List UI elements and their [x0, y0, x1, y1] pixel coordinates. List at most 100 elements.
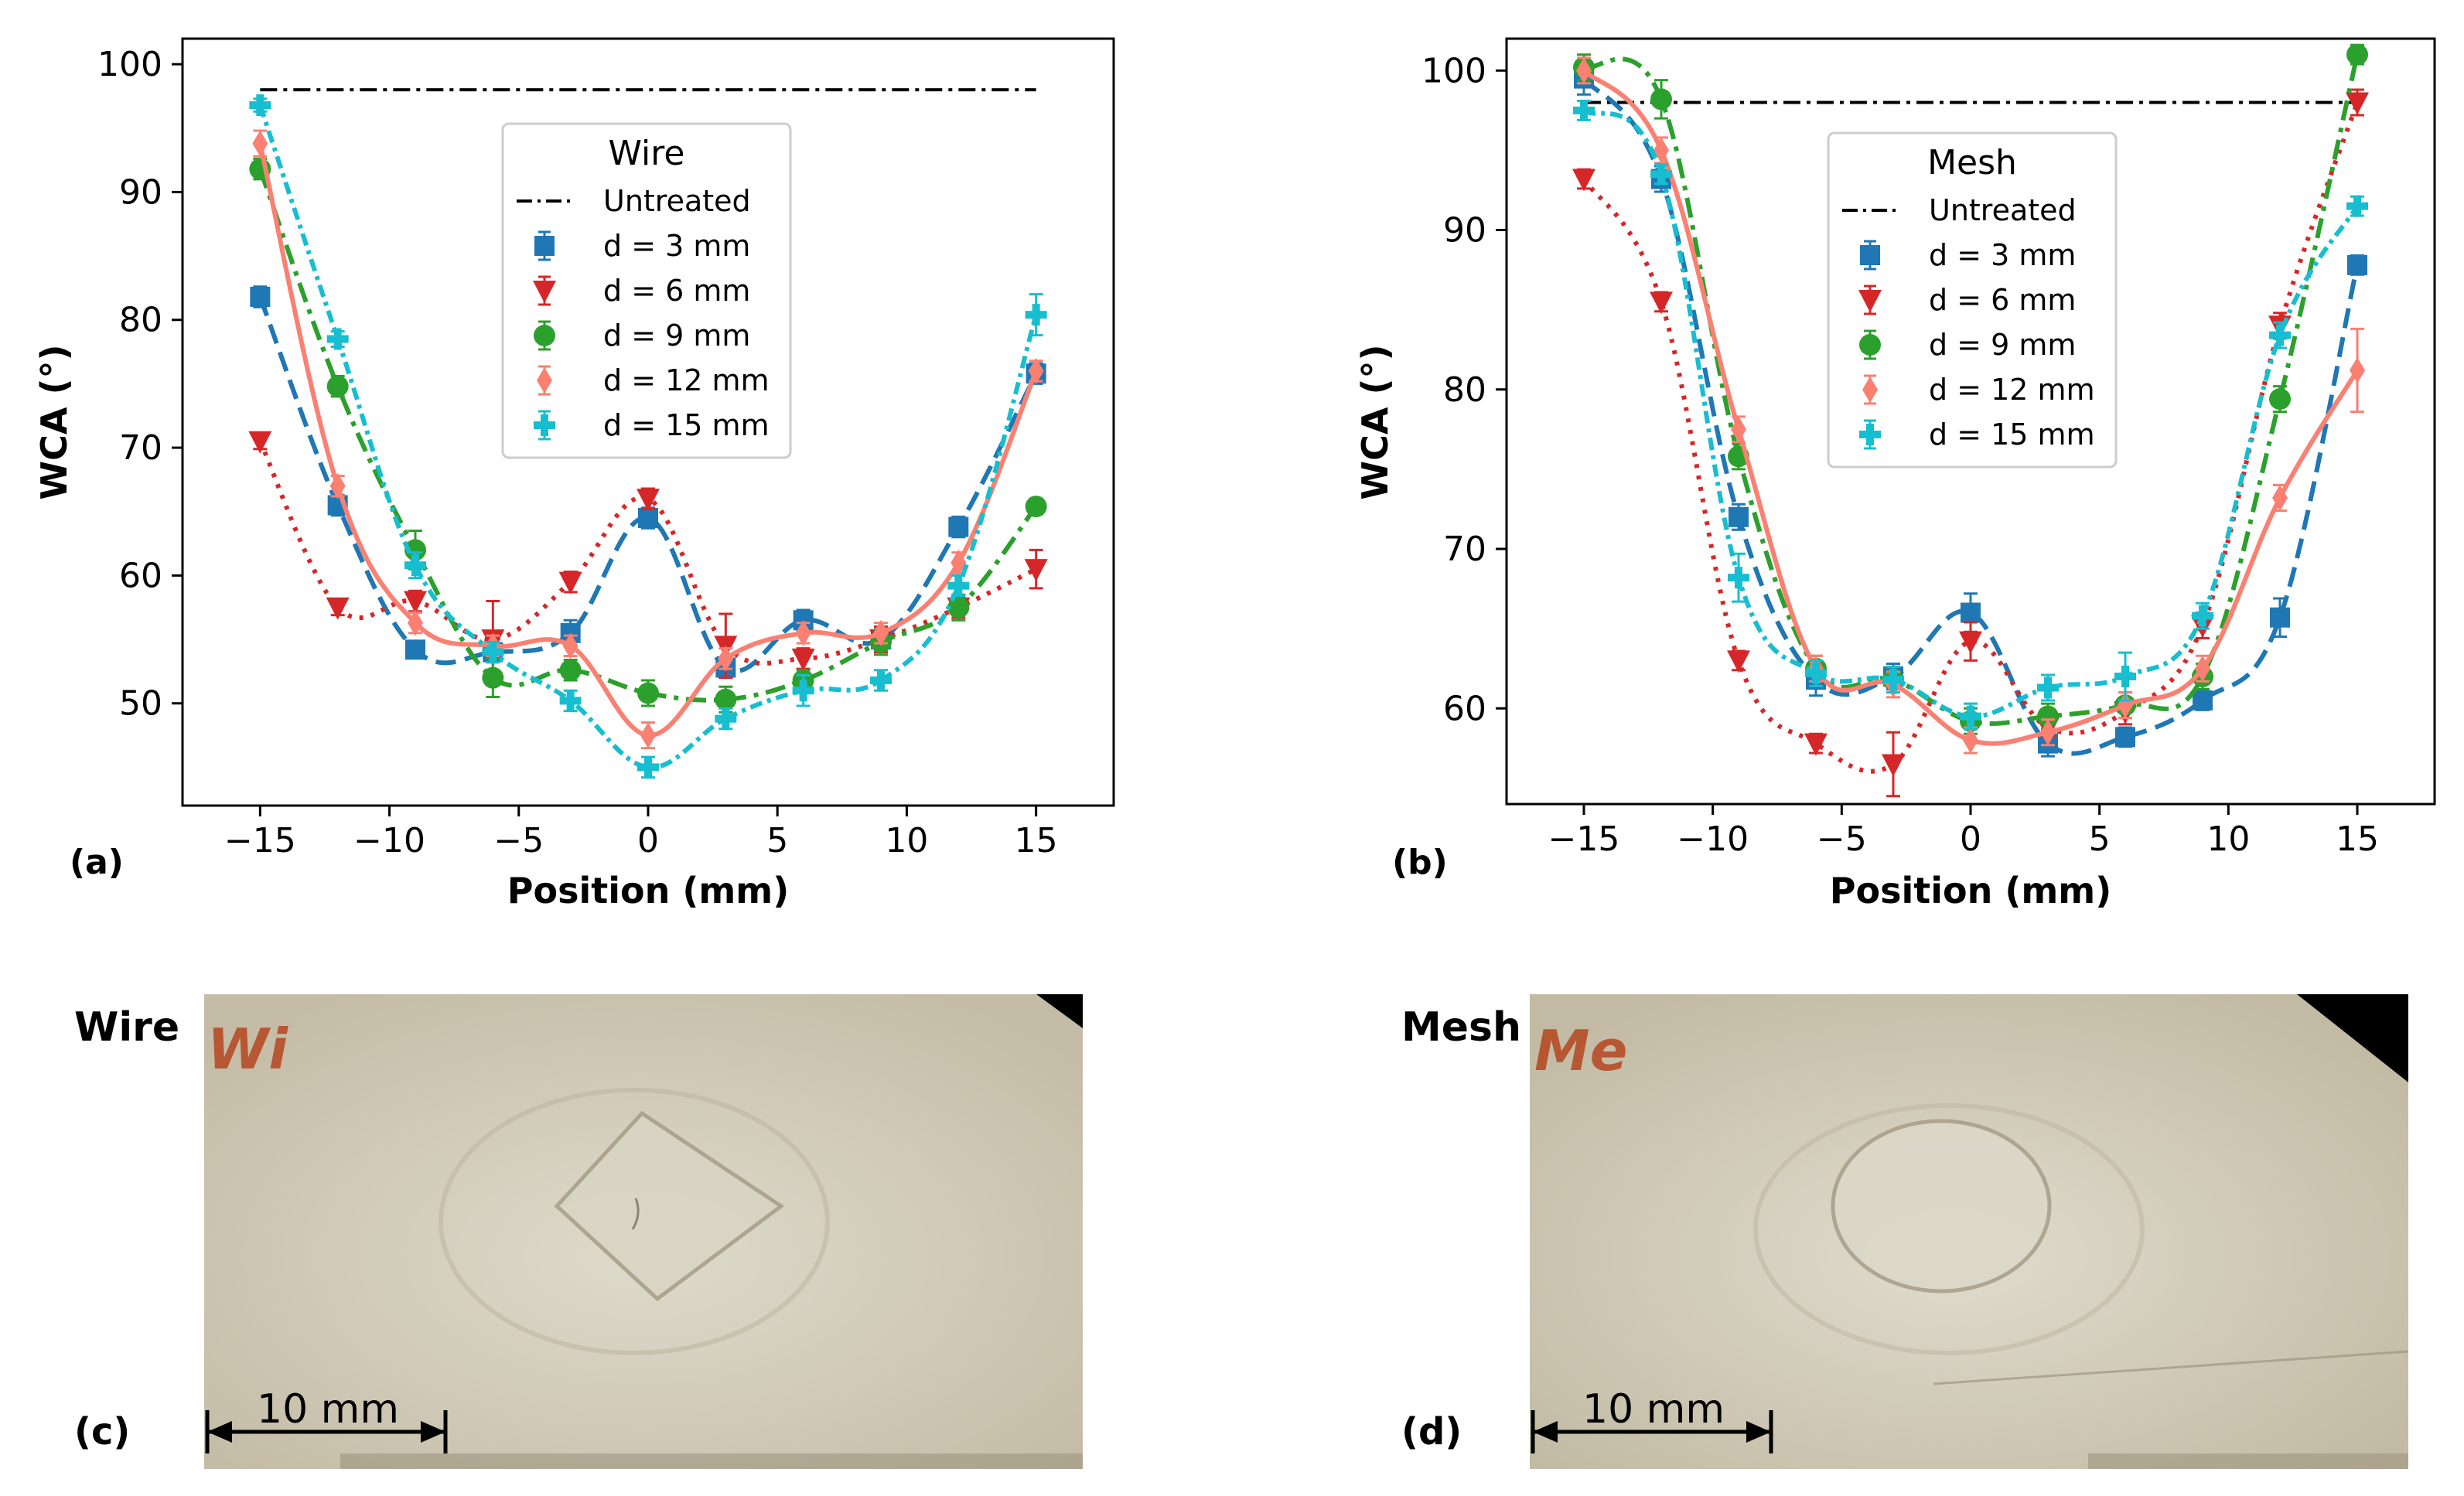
- legend-label: d = 15 mm: [1929, 417, 2095, 452]
- photo-wire-label: Wire: [74, 1004, 179, 1051]
- data-point: [404, 554, 426, 577]
- panel-letter-c: (c): [74, 1410, 130, 1453]
- data-point: [2115, 727, 2135, 748]
- data-point: [1731, 416, 1746, 443]
- chart-mesh-legend: Mesh Untreated d = 3 mmd = 6 mmd = 9 mmd…: [1827, 131, 2118, 469]
- data-point: [1024, 559, 1048, 582]
- legend-label: d = 12 mm: [603, 363, 770, 397]
- data-point: [1650, 291, 1673, 315]
- data-point: [1882, 669, 1904, 691]
- panel-letter-b: (b): [1392, 843, 1448, 882]
- data-point: [2269, 388, 2291, 411]
- series-line: [1582, 108, 2360, 719]
- photo-mesh-bottom-edge: [2088, 1453, 2408, 1469]
- data-point: [2350, 357, 2365, 383]
- data-point: [404, 539, 426, 561]
- scale-bar: [205, 1410, 448, 1453]
- x-tick-label: −10: [353, 821, 425, 860]
- data-point: [1729, 506, 1749, 527]
- y-tick-label: 80: [119, 301, 162, 340]
- data-point: [482, 641, 504, 663]
- chart-wire: −15 −10 −5 0 5 10 15 50 60 70 80 90 100 Position (mm…: [33, 37, 1115, 912]
- data-point: [636, 489, 660, 512]
- chart-wire-ylabel: WCA (°): [33, 344, 75, 499]
- data-point: [1961, 602, 1981, 623]
- data-point: [1653, 137, 1669, 164]
- photo-mesh-treated-spot: [1831, 1119, 2052, 1293]
- data-point: [2346, 43, 2368, 66]
- chart-mesh-xlabel: Position (mm): [1830, 870, 2112, 912]
- data-point: [1028, 357, 1044, 384]
- photo-mesh-marking: Me: [1534, 1018, 1627, 1083]
- data-point: [1963, 727, 1978, 754]
- photo-wire-treated-halo: [439, 1088, 830, 1355]
- y-tick-label: 50: [119, 684, 162, 724]
- data-point: [1882, 754, 1905, 777]
- photo-mesh-scratch: [1933, 1350, 2409, 1385]
- data-point: [947, 574, 970, 597]
- series-d-12-mm: [252, 129, 1044, 750]
- data-point: [637, 756, 659, 779]
- data-point: [2040, 719, 2056, 746]
- legend-marker: [534, 414, 555, 436]
- data-point: [795, 619, 811, 646]
- photo-wire-scratch: [631, 1198, 640, 1230]
- data-point: [1804, 733, 1828, 756]
- x-tick-label: 5: [766, 821, 788, 860]
- chart-mesh-ticks: −15 −10 −5 0 5 10 15 60 70 80 90 100: [1421, 51, 2379, 859]
- data-point: [715, 707, 737, 730]
- data-point: [1572, 169, 1595, 192]
- data-point: [1650, 163, 1672, 186]
- data-point: [2346, 92, 2369, 115]
- data-point: [640, 722, 656, 749]
- x-tick-label: −5: [1817, 820, 1867, 859]
- panel-letter-d: (d): [1401, 1410, 1462, 1453]
- series-line: [258, 104, 1039, 770]
- legend-marker: [537, 367, 552, 394]
- photo-wire-bottom-edge: [340, 1453, 1083, 1469]
- photo-wire-marking: Wi: [207, 1017, 288, 1082]
- photo-wire: Wi Wire (c) 10 mm: [74, 994, 1083, 1469]
- series-d-15-mm: [249, 94, 1047, 779]
- chart-mesh-ylabel: WCA (°): [1354, 344, 1396, 499]
- legend-marker: [533, 281, 556, 303]
- data-point: [792, 680, 814, 702]
- data-point: [1960, 705, 1981, 728]
- data-point: [2272, 485, 2288, 511]
- data-point: [1650, 88, 1672, 111]
- data-point: [405, 639, 425, 660]
- series-d-15-mm: [1573, 99, 2368, 731]
- legend-label-untreated: Untreated: [1929, 193, 2077, 227]
- data-point: [559, 690, 582, 712]
- data-point: [326, 328, 349, 350]
- x-tick-label: 15: [2336, 820, 2379, 859]
- data-point: [2118, 692, 2133, 719]
- x-tick-label: 10: [885, 821, 928, 860]
- data-point: [947, 596, 970, 619]
- x-tick-label: 15: [1015, 821, 1058, 860]
- data-point: [638, 508, 658, 528]
- data-point: [715, 688, 737, 711]
- data-point: [559, 659, 582, 681]
- photo-wire-corner-shadow: [1036, 994, 1083, 1028]
- data-point: [250, 286, 271, 307]
- data-point: [791, 648, 815, 671]
- data-point: [873, 619, 889, 646]
- data-point: [1805, 662, 1827, 684]
- legend-marker: [534, 236, 555, 256]
- data-point: [870, 669, 892, 691]
- legend-marker: [1859, 424, 1881, 445]
- data-point: [329, 472, 346, 499]
- panel-letter-a: (a): [70, 843, 124, 882]
- data-point: [1576, 57, 1592, 84]
- legend-label: d = 3 mm: [1929, 238, 2076, 272]
- x-tick-label: 10: [2206, 820, 2250, 859]
- x-tick-label: −10: [1677, 820, 1749, 859]
- legend-box: [1827, 131, 2118, 469]
- chart-wire-legend: Wire Untreated d = 3 mmd = 6 mmd = 9 mmd…: [501, 122, 792, 459]
- chart-wire-ticks: −15 −10 −5 0 5 10 15 50 60 70 80 90 100: [97, 45, 1058, 860]
- data-point: [2270, 607, 2290, 628]
- y-tick-label: 70: [119, 428, 162, 468]
- y-tick-label: 60: [119, 556, 162, 595]
- data-point: [2346, 195, 2368, 217]
